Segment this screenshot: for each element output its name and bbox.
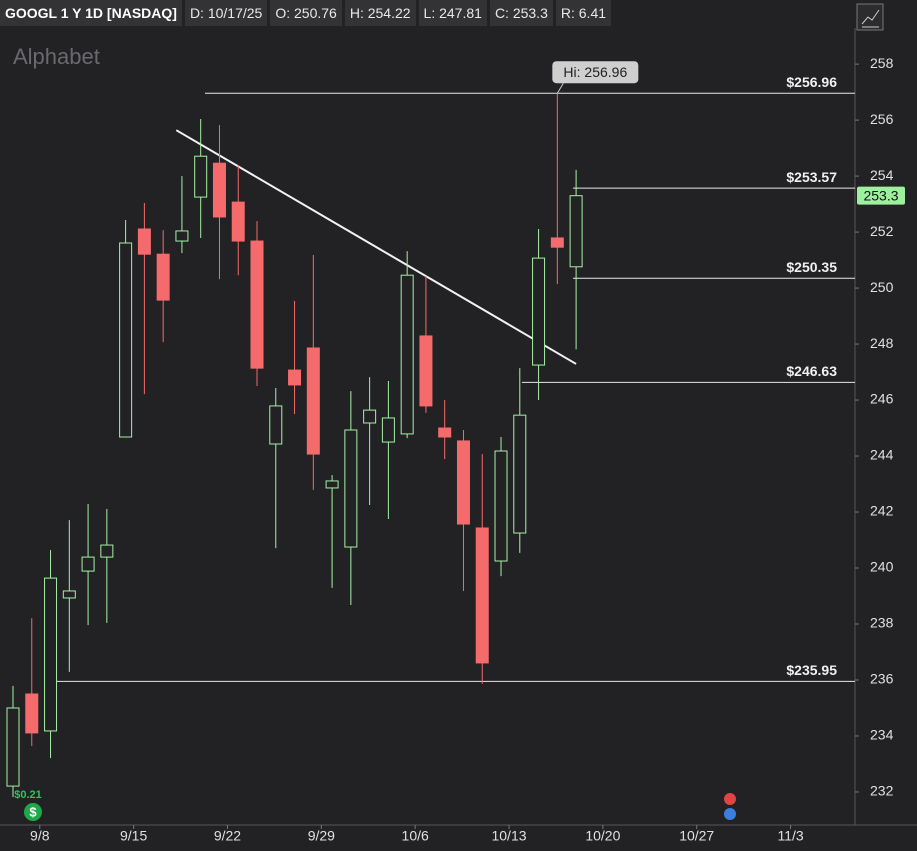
y-tick-label: 254 xyxy=(870,167,894,183)
y-tick-label: 244 xyxy=(870,447,894,463)
header-field: O: 250.76 xyxy=(270,0,342,26)
candle-body xyxy=(231,201,245,242)
candle-body xyxy=(156,253,170,301)
x-tick-label: 9/22 xyxy=(214,828,241,844)
trendline xyxy=(175,129,577,365)
chart-settings-glyph xyxy=(861,9,880,28)
candle-body xyxy=(381,417,395,443)
price-level-label: $235.95 xyxy=(786,662,837,678)
candle-body xyxy=(250,240,264,369)
candle-body xyxy=(344,429,358,548)
price-level-label: $256.96 xyxy=(786,74,837,90)
high-label-box xyxy=(552,61,639,84)
y-tick-label: 236 xyxy=(870,671,894,687)
x-tick-label: 10/13 xyxy=(491,828,526,844)
watermark: Alphabet xyxy=(13,44,100,69)
event-icon[interactable] xyxy=(724,793,736,805)
header-field: GOOGL 1 Y 1D [NASDAQ] xyxy=(0,0,182,26)
y-tick-label: 246 xyxy=(870,391,894,407)
header-field: C: 253.3 xyxy=(489,0,553,26)
header: GOOGL 1 Y 1D [NASDAQ] D: 10/17/25 O: 250.7… xyxy=(0,0,612,26)
y-tick-label: 232 xyxy=(870,783,894,799)
header-field: L: 247.81 xyxy=(418,0,487,26)
candle-body xyxy=(494,450,508,562)
y-tick-label: 256 xyxy=(870,111,894,127)
dividend-icon[interactable] xyxy=(24,803,42,821)
last-price: 253.3 xyxy=(863,187,898,203)
y-tick-label: 252 xyxy=(870,223,894,239)
candle-body xyxy=(513,414,527,534)
candle-body xyxy=(569,195,583,268)
y-tick-label: 250 xyxy=(870,279,894,295)
x-tick-label: 10/20 xyxy=(585,828,620,844)
header-field: H: 254.22 xyxy=(344,0,416,26)
x-tick-label: 10/6 xyxy=(402,828,429,844)
y-tick-label: 248 xyxy=(870,335,894,351)
dividend-glyph: $ xyxy=(29,804,37,819)
candle-body xyxy=(475,527,489,664)
candle-body xyxy=(456,440,470,525)
x-tick-label: 9/15 xyxy=(120,828,147,844)
candle-body xyxy=(175,230,189,242)
candle-body xyxy=(438,427,452,438)
candle-body xyxy=(137,228,151,255)
candle-body xyxy=(306,347,320,455)
price-level-label: $246.63 xyxy=(786,363,837,379)
candle-body xyxy=(550,237,564,248)
header-field: D: 10/17/25 xyxy=(184,0,268,26)
high-label: Hi: 256.96 xyxy=(563,64,627,80)
candle-body xyxy=(288,369,302,386)
header-field: R: 6.41 xyxy=(555,0,612,26)
candle-body xyxy=(269,405,283,445)
y-tick-label: 240 xyxy=(870,559,894,575)
x-tick-label: 9/8 xyxy=(30,828,50,844)
candle-body xyxy=(44,577,58,732)
candle-body xyxy=(194,155,208,198)
candle-body xyxy=(532,257,546,366)
candle-body xyxy=(6,707,20,787)
y-tick-label: 242 xyxy=(870,503,894,519)
x-tick-label: 10/27 xyxy=(679,828,714,844)
candle-body xyxy=(400,274,414,435)
chart-settings-icon[interactable] xyxy=(856,3,884,31)
candle-body xyxy=(325,480,339,489)
price-level-label: $250.35 xyxy=(786,259,837,275)
last-price-box xyxy=(857,186,905,205)
candle-body xyxy=(212,162,226,218)
y-tick-label: 234 xyxy=(870,727,894,743)
event-icon[interactable] xyxy=(724,808,736,820)
candle-body xyxy=(119,242,133,438)
x-tick-label: 11/3 xyxy=(777,828,803,844)
candle-body xyxy=(100,544,114,558)
candle-body xyxy=(62,590,76,599)
candle-body xyxy=(363,409,377,424)
price-level-label: $253.57 xyxy=(786,169,837,185)
x-tick-label: 9/29 xyxy=(308,828,335,844)
candle-body xyxy=(419,335,433,407)
dividend-label: $0.21 xyxy=(14,789,42,801)
candle-body xyxy=(25,693,39,734)
y-tick-label: 238 xyxy=(870,615,894,631)
candle-body xyxy=(81,556,95,572)
high-pointer xyxy=(556,82,564,94)
y-tick-label: 258 xyxy=(870,55,894,71)
